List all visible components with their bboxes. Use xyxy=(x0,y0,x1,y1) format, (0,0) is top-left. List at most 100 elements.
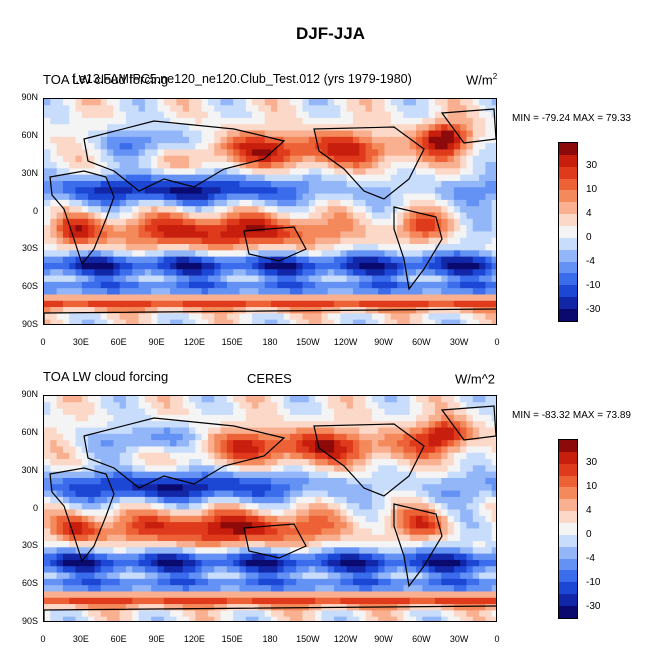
colorbar-swatch xyxy=(559,273,577,285)
colorbar xyxy=(558,142,578,322)
lon-tick-label: 0 xyxy=(480,337,514,347)
colorbar-swatch xyxy=(559,285,577,297)
lat-tick-label: 60N xyxy=(4,130,38,140)
lat-tick-label: 60S xyxy=(4,281,38,291)
lat-tick-label: 90N xyxy=(4,92,38,102)
lon-tick-label: 150E xyxy=(215,634,249,644)
units-text: W/m xyxy=(466,72,493,87)
figure-title: DJF-JJA xyxy=(0,24,661,44)
lon-tick-label: 60W xyxy=(404,634,438,644)
lat-tick-label: 30N xyxy=(4,168,38,178)
colorbar-label: -10 xyxy=(586,280,600,291)
colorbar-swatch xyxy=(559,190,577,202)
lat-tick-label: 60S xyxy=(4,578,38,588)
lon-tick-label: 60W xyxy=(404,337,438,347)
panel-units: W/m^2 xyxy=(455,371,495,386)
lon-tick-label: 120E xyxy=(177,337,211,347)
colorbar-swatch xyxy=(559,547,577,559)
lon-tick-label: 90E xyxy=(140,337,174,347)
colorbar-swatch xyxy=(559,570,577,582)
colorbar-swatch xyxy=(559,499,577,511)
lat-tick-label: 0 xyxy=(4,503,38,513)
colorbar-swatch xyxy=(559,226,577,238)
lat-tick-label: 30S xyxy=(4,243,38,253)
lat-tick-label: 90S xyxy=(4,616,38,626)
lon-tick-label: 30E xyxy=(64,634,98,644)
panel-model: TOA LW cloud forcing f.e13.FAMIPC5.ne120… xyxy=(0,70,661,370)
lat-tick-label: 90S xyxy=(4,319,38,329)
lon-tick-label: 120W xyxy=(329,634,363,644)
lon-tick-label: 90W xyxy=(367,634,401,644)
colorbar-label: 10 xyxy=(586,184,597,195)
lon-tick-label: 150E xyxy=(215,337,249,347)
panel-left-title: TOA LW cloud forcing xyxy=(43,369,168,384)
colorbar-swatch xyxy=(559,143,577,155)
map-plot xyxy=(44,396,497,622)
lat-tick-label: 30S xyxy=(4,540,38,550)
map-plot xyxy=(44,99,497,325)
colorbar-label: 30 xyxy=(586,160,597,171)
colorbar-swatch xyxy=(559,440,577,452)
units-text: W/m^2 xyxy=(455,371,495,386)
colorbar-swatch xyxy=(559,262,577,274)
colorbar-swatch xyxy=(559,297,577,309)
colorbar-swatch xyxy=(559,487,577,499)
lat-tick-label: 30N xyxy=(4,465,38,475)
colorbar-swatch xyxy=(559,452,577,464)
panel-center-title: CERES xyxy=(247,371,292,386)
colorbar-swatch xyxy=(559,523,577,535)
colorbar-swatch xyxy=(559,155,577,167)
min-max-label: MIN = -79.24 MAX = 79.33 xyxy=(512,113,631,124)
lon-tick-label: 60E xyxy=(102,634,136,644)
panel-units: W/m2 xyxy=(466,72,497,87)
colorbar-swatch xyxy=(559,476,577,488)
lon-tick-label: 90W xyxy=(367,337,401,347)
colorbar-swatch xyxy=(559,511,577,523)
colorbar-swatch xyxy=(559,202,577,214)
map-field xyxy=(43,98,497,325)
lon-tick-label: 0 xyxy=(26,634,60,644)
colorbar-swatch xyxy=(559,179,577,191)
lat-tick-label: 60N xyxy=(4,427,38,437)
colorbar-label: -30 xyxy=(586,601,600,612)
lon-tick-label: 180 xyxy=(253,634,287,644)
lon-tick-label: 30W xyxy=(442,634,476,644)
panel-center-title: f.e13.FAMIPC5.ne120_ne120.Club_Test.012 … xyxy=(72,72,412,86)
colorbar-swatch xyxy=(559,559,577,571)
colorbar-label: 0 xyxy=(586,529,592,540)
colorbar-swatch xyxy=(559,167,577,179)
colorbar-label: -30 xyxy=(586,304,600,315)
lon-tick-label: 180 xyxy=(253,337,287,347)
colorbar-label: 10 xyxy=(586,481,597,492)
lon-tick-label: 120W xyxy=(329,337,363,347)
colorbar-swatch xyxy=(559,535,577,547)
lon-tick-label: 150W xyxy=(291,634,325,644)
colorbar-label: -10 xyxy=(586,577,600,588)
lon-tick-label: 0 xyxy=(480,634,514,644)
min-max-label: MIN = -83.32 MAX = 73.89 xyxy=(512,410,631,421)
panel-observations: TOA LW cloud forcing CERES W/m^2 MIN = -… xyxy=(0,366,661,666)
lat-tick-label: 0 xyxy=(4,206,38,216)
lon-tick-label: 60E xyxy=(102,337,136,347)
colorbar-label: 0 xyxy=(586,232,592,243)
colorbar-swatch xyxy=(559,582,577,594)
lon-tick-label: 30W xyxy=(442,337,476,347)
colorbar-label: -4 xyxy=(586,256,595,267)
colorbar-swatch xyxy=(559,238,577,250)
lat-tick-label: 90N xyxy=(4,389,38,399)
colorbar-label: 4 xyxy=(586,208,592,219)
lon-tick-label: 120E xyxy=(177,634,211,644)
colorbar-swatch xyxy=(559,606,577,618)
colorbar xyxy=(558,439,578,619)
colorbar-swatch xyxy=(559,594,577,606)
colorbar-swatch xyxy=(559,309,577,321)
colorbar-label: -4 xyxy=(586,553,595,564)
colorbar-swatch xyxy=(559,214,577,226)
units-sup: 2 xyxy=(493,72,497,81)
lon-tick-label: 0 xyxy=(26,337,60,347)
colorbar-label: 4 xyxy=(586,505,592,516)
lon-tick-label: 90E xyxy=(140,634,174,644)
colorbar-swatch xyxy=(559,250,577,262)
lon-tick-label: 30E xyxy=(64,337,98,347)
colorbar-swatch xyxy=(559,464,577,476)
